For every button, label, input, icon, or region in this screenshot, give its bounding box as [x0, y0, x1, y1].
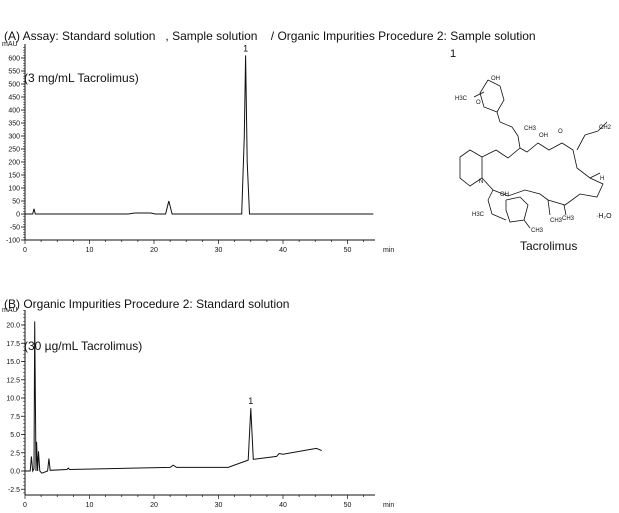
y-tick-label: 100 [8, 186, 20, 193]
y-tick-label: 500 [8, 82, 20, 89]
y-tick-label: 200 [8, 160, 20, 167]
y-tick-label: 0 [16, 212, 20, 219]
x-tick-label: 50 [344, 502, 352, 509]
y-tick-label: 10.0 [6, 396, 20, 403]
y-tick-label: 350 [8, 121, 20, 128]
x-tick-label: 50 [344, 247, 352, 254]
x-tick-label: 0 [23, 247, 27, 254]
x-tick-label: 40 [279, 247, 287, 254]
x-tick-label: 30 [215, 247, 223, 254]
x-tick-label: 10 [86, 247, 94, 254]
y-tick-label: 300 [8, 134, 20, 141]
y-tick-label: 250 [8, 147, 20, 154]
x-tick-label: 40 [279, 502, 287, 509]
y-tick-label: 550 [8, 69, 20, 76]
peak-label: 1 [243, 43, 248, 53]
y-tick-label: 50 [12, 199, 20, 206]
y-tick-label: 17.5 [6, 341, 20, 348]
y-tick-label: 20.0 [6, 323, 20, 330]
peak-label: 1 [248, 396, 253, 406]
y-axis-label: mAU [2, 307, 18, 314]
panel-a-title-line1: (A) Assay: Standard solution , Sample so… [4, 29, 536, 43]
x-tick-label: 20 [150, 502, 158, 509]
y-tick-label: 12.5 [6, 377, 20, 384]
y-tick-label: 0.0 [10, 469, 20, 476]
chromatogram-trace [25, 321, 322, 474]
panel-a-title: (A) Assay: Standard solution , Sample so… [4, 1, 536, 99]
x-tick-label: 30 [215, 502, 223, 509]
y-tick-label: 400 [8, 108, 20, 115]
x-tick-label: 20 [150, 247, 158, 254]
x-tick-label: 10 [86, 502, 94, 509]
panel-b-title-line2: (30 µg/mL Tacrolimus) [24, 339, 143, 353]
chromatogram-trace [25, 55, 374, 215]
x-axis-label: min [383, 502, 394, 509]
y-tick-label: 600 [8, 56, 20, 63]
chart-panel-b: -2.5 0.0 2.5 5.0 7.5 10.0 12.5 15.0 17.5 20.0 0 10 2… [2, 307, 394, 509]
y-tick-label: 15.0 [6, 359, 20, 366]
x-axis-label: min [383, 247, 394, 254]
panel-b-title: (B) Organic Impurities Procedure 2: Stan… [4, 269, 289, 367]
y-axis-label: mAU [2, 41, 18, 48]
y-tick-label: 7.5 [10, 414, 20, 421]
y-tick-label: 5.0 [10, 432, 20, 439]
y-tick-label: 150 [8, 173, 20, 180]
y-tick-label: -2.5 [8, 487, 20, 494]
panel-b-title-line1: (B) Organic Impurities Procedure 2: Stan… [4, 297, 290, 311]
y-tick-label: -100 [6, 238, 20, 245]
x-tick-label: 0 [23, 502, 27, 509]
y-tick-label: -50 [10, 225, 20, 232]
chart-panel-a: -100-50050100150200250300350400450500550… [2, 41, 394, 254]
panel-a-title-line2: (3 mg/mL Tacrolimus) [24, 71, 139, 85]
y-tick-label: 2.5 [10, 450, 20, 457]
y-tick-label: 450 [8, 95, 20, 102]
